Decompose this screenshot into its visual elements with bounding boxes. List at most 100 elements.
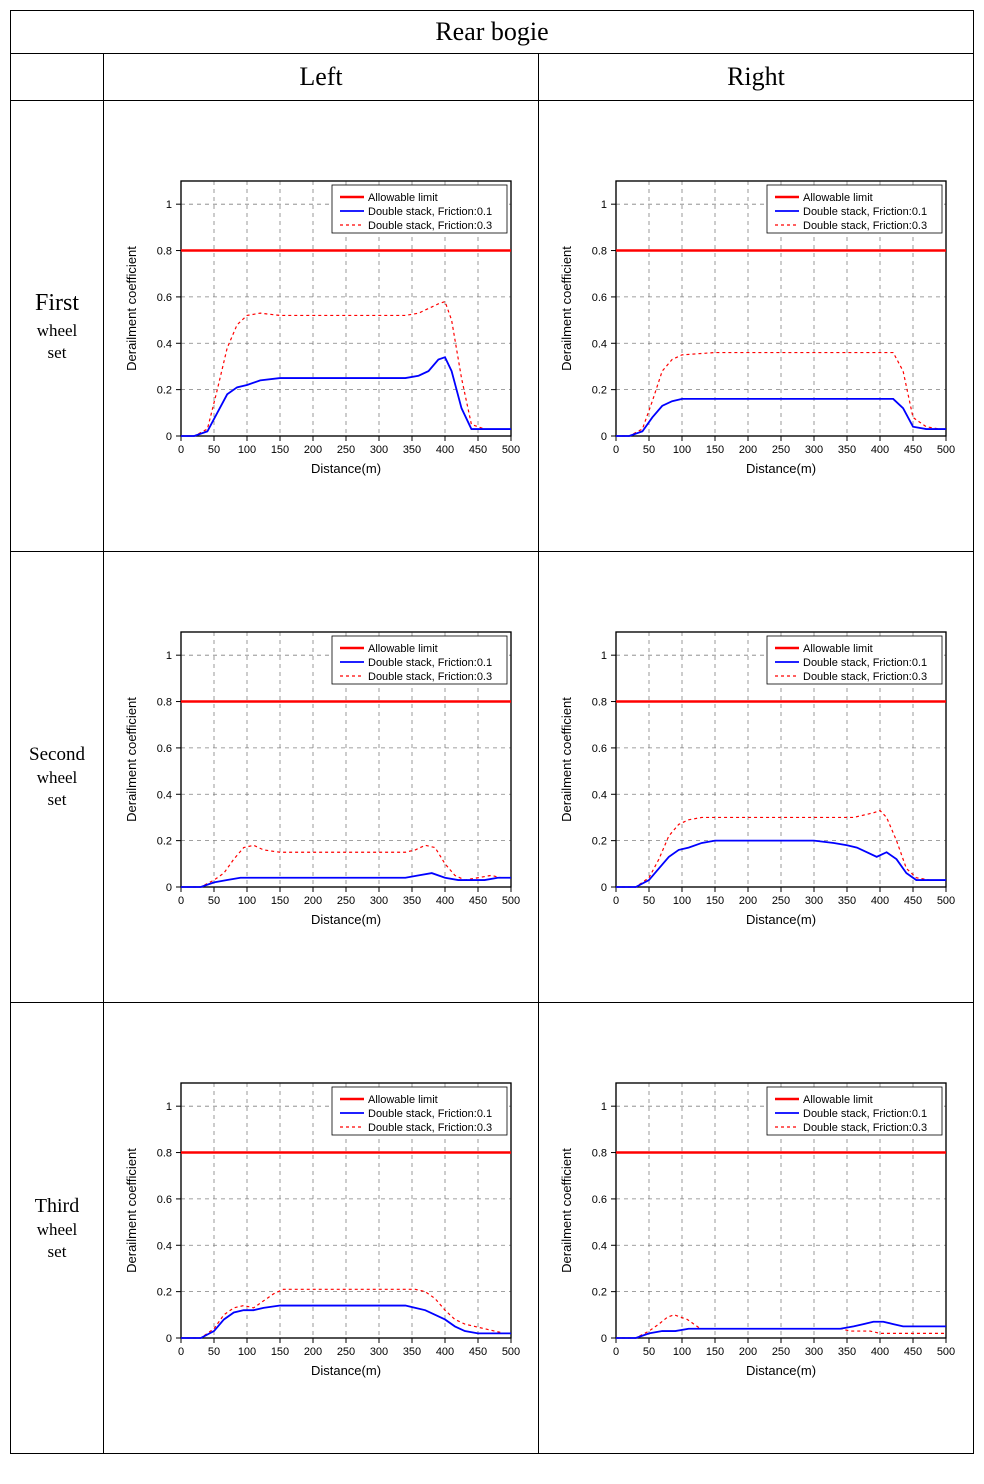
svg-text:450: 450: [904, 444, 922, 456]
svg-text:200: 200: [304, 895, 322, 907]
col-head-right: Right: [538, 54, 973, 101]
svg-text:500: 500: [502, 1346, 520, 1358]
svg-text:350: 350: [838, 444, 856, 456]
svg-text:0.6: 0.6: [592, 1194, 607, 1206]
chart-r3l: 05010015020025030035040045050000.20.40.6…: [111, 1063, 531, 1393]
svg-text:200: 200: [304, 1346, 322, 1358]
svg-text:100: 100: [673, 444, 691, 456]
svg-text:Derailment coefficient: Derailment coefficient: [124, 697, 139, 822]
svg-text:400: 400: [436, 1346, 454, 1358]
svg-text:150: 150: [271, 895, 289, 907]
svg-text:350: 350: [838, 895, 856, 907]
svg-text:0.2: 0.2: [592, 385, 607, 397]
svg-text:300: 300: [370, 444, 388, 456]
svg-text:350: 350: [838, 1346, 856, 1358]
svg-text:0.2: 0.2: [592, 836, 607, 848]
col-head-left: Left: [103, 54, 538, 101]
svg-text:100: 100: [238, 1346, 256, 1358]
row-head-3-s2: set: [15, 1241, 99, 1263]
svg-text:0.4: 0.4: [592, 789, 607, 801]
svg-text:300: 300: [805, 895, 823, 907]
svg-text:Distance(m): Distance(m): [311, 912, 381, 927]
row-head-2-s2: set: [15, 789, 99, 811]
svg-text:0.8: 0.8: [157, 1148, 172, 1160]
svg-text:0: 0: [613, 895, 619, 907]
corner-blank: [11, 54, 104, 101]
svg-text:Double stack, Friction:0.3: Double stack, Friction:0.3: [368, 220, 492, 232]
svg-text:Distance(m): Distance(m): [746, 461, 816, 476]
svg-text:1: 1: [601, 199, 607, 211]
row-head-3-big: Third: [15, 1193, 99, 1219]
chart-cell-r3l: 05010015020025030035040045050000.20.40.6…: [103, 1003, 538, 1454]
svg-text:150: 150: [706, 444, 724, 456]
svg-text:Allowable limit: Allowable limit: [803, 643, 873, 655]
svg-text:250: 250: [772, 895, 790, 907]
svg-text:0.6: 0.6: [592, 292, 607, 304]
svg-text:400: 400: [871, 1346, 889, 1358]
svg-text:Allowable limit: Allowable limit: [368, 192, 438, 204]
chart-cell-r2r: 05010015020025030035040045050000.20.40.6…: [538, 552, 973, 1003]
chart-cell-r1l: 05010015020025030035040045050000.20.40.6…: [103, 101, 538, 552]
rear-bogie-table: Rear bogie Left Right First wheel set 05…: [10, 10, 974, 1454]
svg-text:200: 200: [739, 444, 757, 456]
svg-text:200: 200: [739, 1346, 757, 1358]
svg-text:400: 400: [871, 895, 889, 907]
svg-text:450: 450: [904, 1346, 922, 1358]
svg-text:Allowable limit: Allowable limit: [368, 643, 438, 655]
svg-text:500: 500: [937, 444, 955, 456]
svg-text:Distance(m): Distance(m): [311, 1363, 381, 1378]
row-head-3: Third wheel set: [11, 1003, 104, 1454]
svg-text:50: 50: [643, 1346, 655, 1358]
svg-text:50: 50: [208, 895, 220, 907]
svg-text:0.6: 0.6: [592, 743, 607, 755]
chart-cell-r2l: 05010015020025030035040045050000.20.40.6…: [103, 552, 538, 1003]
svg-text:1: 1: [166, 1101, 172, 1113]
svg-text:0.8: 0.8: [592, 1148, 607, 1160]
svg-text:Double stack, Friction:0.1: Double stack, Friction:0.1: [368, 206, 492, 218]
row-head-2: Second wheel set: [11, 552, 104, 1003]
svg-text:0.8: 0.8: [157, 246, 172, 258]
svg-text:250: 250: [772, 1346, 790, 1358]
row-head-2-big: Second: [15, 743, 99, 768]
svg-text:400: 400: [436, 895, 454, 907]
svg-text:0: 0: [166, 1333, 172, 1345]
svg-text:Derailment coefficient: Derailment coefficient: [559, 697, 574, 822]
svg-text:Double stack, Friction:0.3: Double stack, Friction:0.3: [803, 671, 927, 683]
svg-text:0.2: 0.2: [157, 385, 172, 397]
svg-text:Double stack, Friction:0.1: Double stack, Friction:0.1: [803, 1108, 927, 1120]
chart-r2l: 05010015020025030035040045050000.20.40.6…: [111, 612, 531, 942]
svg-text:Derailment coefficient: Derailment coefficient: [559, 246, 574, 371]
svg-text:0: 0: [613, 1346, 619, 1358]
svg-text:Double stack, Friction:0.3: Double stack, Friction:0.3: [803, 220, 927, 232]
svg-text:500: 500: [502, 444, 520, 456]
svg-text:1: 1: [601, 1101, 607, 1113]
svg-text:100: 100: [238, 444, 256, 456]
svg-text:Double stack, Friction:0.3: Double stack, Friction:0.3: [368, 1122, 492, 1134]
svg-text:0.4: 0.4: [157, 1240, 172, 1252]
chart-cell-r3r: 05010015020025030035040045050000.20.40.6…: [538, 1003, 973, 1454]
svg-text:100: 100: [673, 1346, 691, 1358]
svg-text:Double stack, Friction:0.1: Double stack, Friction:0.1: [803, 206, 927, 218]
svg-text:Derailment coefficient: Derailment coefficient: [124, 1148, 139, 1273]
svg-text:0: 0: [601, 1333, 607, 1345]
svg-text:0: 0: [601, 882, 607, 894]
row-head-1-s1: wheel: [15, 320, 99, 342]
svg-text:Double stack, Friction:0.1: Double stack, Friction:0.1: [803, 657, 927, 669]
svg-text:Allowable limit: Allowable limit: [368, 1094, 438, 1106]
svg-text:300: 300: [370, 895, 388, 907]
svg-text:150: 150: [706, 895, 724, 907]
svg-text:350: 350: [403, 444, 421, 456]
svg-text:200: 200: [304, 444, 322, 456]
svg-text:Distance(m): Distance(m): [746, 1363, 816, 1378]
svg-text:50: 50: [643, 444, 655, 456]
svg-text:1: 1: [166, 650, 172, 662]
svg-text:450: 450: [469, 444, 487, 456]
svg-text:200: 200: [739, 895, 757, 907]
svg-text:Derailment coefficient: Derailment coefficient: [124, 246, 139, 371]
svg-text:50: 50: [643, 895, 655, 907]
svg-text:Allowable limit: Allowable limit: [803, 192, 873, 204]
svg-text:0.8: 0.8: [592, 246, 607, 258]
svg-text:300: 300: [370, 1346, 388, 1358]
svg-text:500: 500: [502, 895, 520, 907]
svg-text:0.6: 0.6: [157, 1194, 172, 1206]
